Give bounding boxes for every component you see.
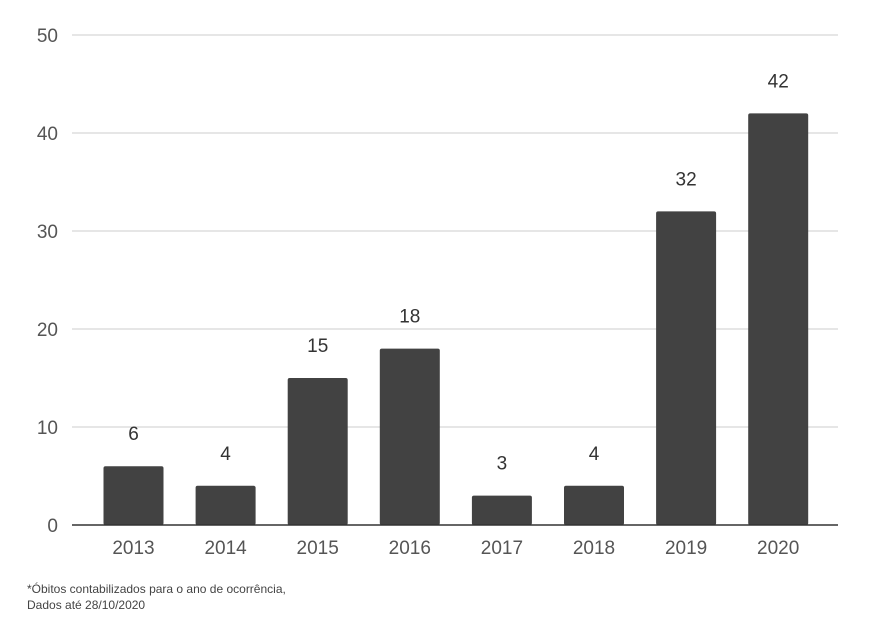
x-tick-label-2014: 2014 xyxy=(204,538,247,559)
gridlines xyxy=(72,34,838,428)
footnote-line-2: Dados até 28/10/2020 xyxy=(27,598,146,612)
data-label-2019: 32 xyxy=(676,169,697,190)
data-label-2020: 42 xyxy=(768,71,789,92)
bars xyxy=(103,113,809,526)
bar-2013 xyxy=(103,466,164,525)
y-tick-label-0: 0 xyxy=(47,516,58,537)
data-label-2017: 3 xyxy=(497,454,508,475)
y-tick-label-30: 30 xyxy=(37,222,58,243)
bar-2015 xyxy=(287,378,348,525)
data-label-2018: 4 xyxy=(589,444,600,465)
x-tick-label-2013: 2013 xyxy=(112,538,154,559)
x-tick-label-2016: 2016 xyxy=(389,538,431,559)
y-tick-label-50: 50 xyxy=(37,26,58,47)
bar-2016 xyxy=(379,348,440,525)
x-tick-label-2015: 2015 xyxy=(297,538,339,559)
data-label-2016: 18 xyxy=(399,307,420,328)
data-labels: 6 4 15 18 3 4 32 42 xyxy=(128,71,789,474)
data-label-2015: 15 xyxy=(307,336,328,357)
x-tick-label-2017: 2017 xyxy=(481,538,523,559)
y-tick-label-10: 10 xyxy=(37,418,58,439)
data-label-2013: 6 xyxy=(128,424,139,445)
bar-2018 xyxy=(564,485,624,525)
bar-2020 xyxy=(748,113,809,526)
x-tick-label-2020: 2020 xyxy=(757,538,799,559)
y-axis-tick-labels: 0 10 20 30 40 50 xyxy=(37,26,58,537)
bar-2017 xyxy=(471,495,532,525)
x-axis-tick-labels: 2013 2014 2015 2016 2017 2018 2019 2020 xyxy=(112,538,799,559)
footnote-line-1: *Óbitos contabilizados para o ano de oco… xyxy=(27,582,286,596)
bar-2014 xyxy=(195,485,256,525)
x-tick-label-2018: 2018 xyxy=(573,538,615,559)
data-label-2014: 4 xyxy=(220,444,231,465)
bar-2019 xyxy=(656,211,717,525)
y-tick-label-20: 20 xyxy=(37,320,58,341)
y-tick-label-40: 40 xyxy=(37,124,58,145)
x-tick-label-2019: 2019 xyxy=(665,538,707,559)
